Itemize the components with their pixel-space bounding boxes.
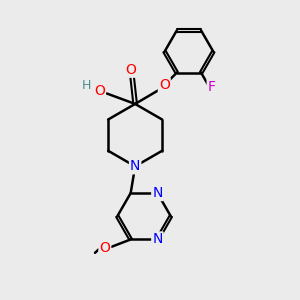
Text: N: N xyxy=(152,186,163,200)
Text: O: O xyxy=(159,78,170,92)
Text: O: O xyxy=(125,63,136,77)
Text: N: N xyxy=(130,159,140,173)
Text: O: O xyxy=(99,241,110,255)
Text: H: H xyxy=(81,79,91,92)
Text: F: F xyxy=(208,80,216,94)
Text: O: O xyxy=(94,84,105,98)
Text: N: N xyxy=(152,232,163,246)
